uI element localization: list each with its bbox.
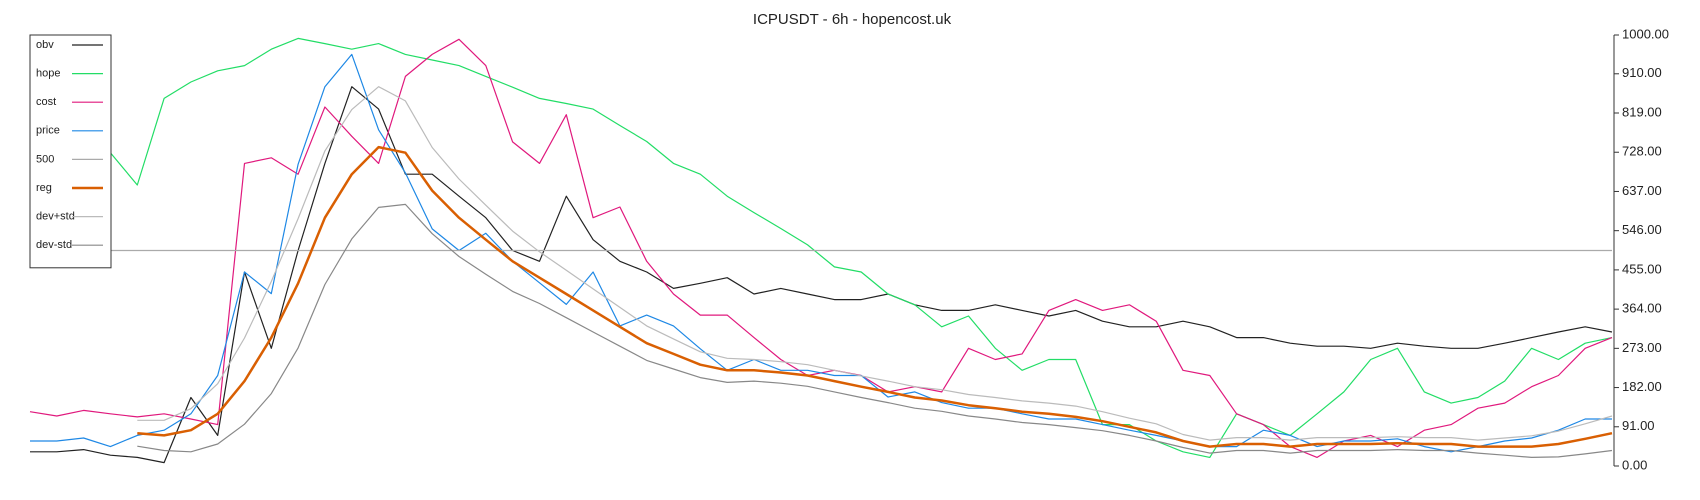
series-line	[29, 38, 1613, 458]
y-tick-label: 546.00	[1622, 222, 1662, 237]
y-tick-label: 455.00	[1622, 261, 1662, 276]
y-tick-label: 0.00	[1622, 457, 1647, 472]
y-tick-label: 819.00	[1622, 104, 1662, 119]
series-line	[137, 86, 1613, 441]
series-line	[30, 53, 1612, 453]
y-tick-label: 364.00	[1622, 301, 1662, 316]
y-tick-label: 91.00	[1622, 418, 1655, 433]
y-tick-label: 910.00	[1622, 65, 1662, 80]
series-line	[137, 203, 1613, 458]
legend-label: dev+std	[36, 211, 75, 223]
legend-label: 500	[36, 153, 54, 165]
series-line	[109, 37, 1613, 458]
y-tick-label: 1000.00	[1622, 26, 1669, 41]
y-tick-label: 637.00	[1622, 183, 1662, 198]
legend-label: reg	[36, 182, 52, 194]
y-tick-label: 182.00	[1622, 379, 1662, 394]
legend-label: cost	[36, 96, 56, 108]
y-tick-label: 728.00	[1622, 144, 1662, 159]
legend-label: dev-std	[36, 239, 72, 251]
legend-label: hope	[36, 68, 60, 80]
y-tick-label: 273.00	[1622, 340, 1662, 355]
legend-label: price	[36, 125, 60, 137]
series-line	[137, 145, 1613, 448]
chart-title: ICPUSDT - 6h - hopencost.uk	[753, 11, 952, 28]
legend-label: obv	[36, 39, 54, 51]
series-line	[30, 86, 1613, 464]
